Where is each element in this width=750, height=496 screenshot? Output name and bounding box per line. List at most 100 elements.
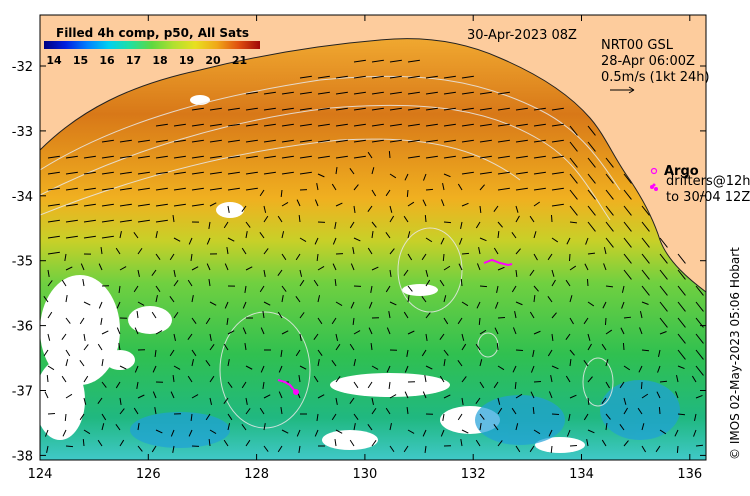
current-vector [569, 141, 578, 152]
current-vector [227, 381, 233, 388]
current-vector [422, 391, 427, 399]
current-vector [605, 413, 611, 420]
current-vector [299, 269, 303, 277]
current-vector [97, 343, 103, 351]
current-vector [154, 407, 157, 415]
current-vector [83, 203, 96, 207]
current-vector [263, 423, 266, 431]
current-vector [425, 91, 438, 95]
current-vector [299, 312, 305, 319]
current-vector [209, 429, 217, 434]
current-vector [101, 330, 109, 335]
current-vector [349, 221, 355, 229]
current-vector [317, 91, 330, 95]
current-vector [511, 407, 517, 415]
current-vector [587, 333, 591, 341]
current-vector [331, 317, 337, 325]
current-vector [407, 155, 420, 159]
current-vector [461, 107, 474, 111]
current-vector [83, 235, 96, 239]
current-vector [475, 439, 481, 447]
current-vector [403, 445, 409, 453]
current-vector [623, 173, 632, 184]
current-vector [404, 365, 409, 373]
current-vector [299, 107, 312, 111]
current-vector [403, 311, 409, 319]
current-vector [83, 429, 91, 435]
current-vector [443, 359, 446, 367]
current-vector [191, 187, 204, 191]
current-vector [47, 155, 60, 159]
current-vector [621, 285, 625, 293]
current-vector [568, 413, 571, 421]
current-vector [497, 316, 506, 319]
current-vector [98, 301, 103, 309]
current-vector [551, 155, 564, 159]
current-vector [389, 215, 395, 223]
current-vector [641, 349, 650, 352]
current-vector [101, 423, 105, 431]
current-vector [154, 349, 157, 358]
drifters-time-label: to 30/04 12Z [666, 190, 750, 205]
current-vector [65, 317, 71, 324]
current-vector [299, 139, 312, 143]
current-vector [407, 75, 420, 79]
current-vector [83, 155, 96, 159]
current-vector [316, 253, 319, 262]
current-vector [386, 365, 391, 373]
current-vector [587, 376, 593, 383]
colorbar-tick-label: 19 [179, 54, 194, 67]
current-vector [655, 445, 661, 453]
current-vector [118, 285, 121, 294]
current-vector [278, 391, 283, 399]
current-vector [173, 333, 176, 341]
current-vector [79, 360, 85, 367]
current-vector [659, 253, 668, 264]
current-vector [116, 327, 121, 335]
current-vector [331, 413, 337, 421]
current-vector [47, 187, 60, 191]
current-vector [605, 422, 608, 431]
current-vector [151, 445, 157, 453]
current-vector [281, 155, 294, 159]
current-vector [422, 429, 427, 437]
current-vector [693, 429, 697, 437]
current-vector [605, 205, 614, 216]
current-vector [479, 184, 485, 191]
current-vector [389, 59, 402, 63]
current-vector [353, 413, 359, 420]
current-vector [151, 311, 157, 319]
current-vector [116, 301, 121, 309]
current-vector [152, 391, 157, 399]
current-vector [443, 295, 447, 303]
current-vector [461, 91, 474, 95]
x-tick-label: 128 [244, 467, 269, 482]
current-vector [133, 285, 139, 293]
current-vector [296, 429, 301, 437]
current-vector [389, 91, 402, 95]
x-tick-label: 134 [569, 467, 594, 482]
current-vector [241, 247, 247, 255]
current-vector [479, 237, 487, 242]
current-vector [547, 253, 553, 261]
current-vector [406, 349, 409, 357]
current-vector [65, 349, 71, 357]
current-vector [47, 171, 60, 175]
current-vector [476, 301, 481, 309]
current-vector [602, 301, 607, 309]
current-vector [551, 107, 564, 111]
scale-arrow [610, 86, 635, 94]
current-vector [226, 247, 229, 255]
current-vector [349, 343, 355, 351]
current-vector [335, 123, 348, 127]
current-vector [47, 365, 55, 371]
current-vector [263, 171, 276, 175]
current-vector [83, 375, 89, 383]
current-vector [296, 199, 301, 207]
current-vector [187, 333, 193, 340]
current-vector [641, 269, 650, 280]
current-vector [245, 397, 248, 405]
current-vector [352, 317, 355, 326]
current-vector [529, 269, 535, 276]
current-vector [332, 263, 337, 271]
